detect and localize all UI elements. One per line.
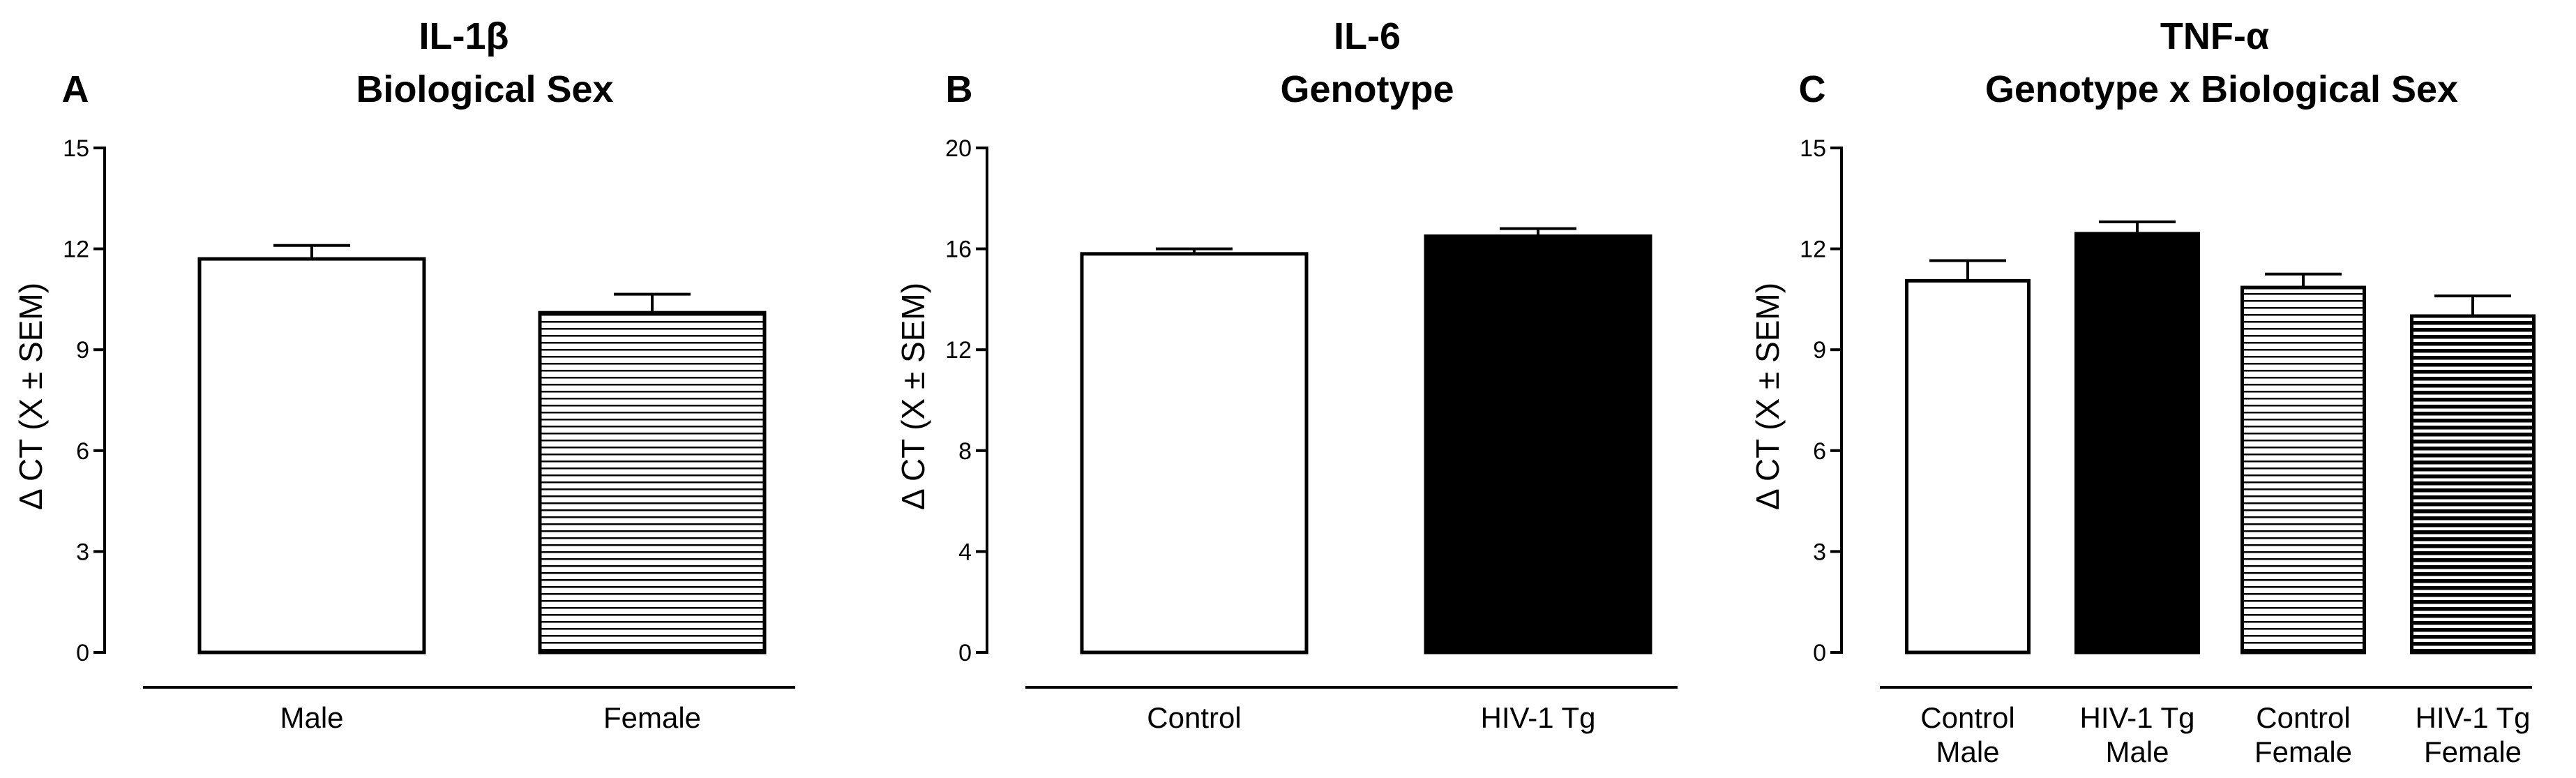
- panel-c: TNF-α Genotype x Biological Sex C Δ CT (…: [1749, 15, 2536, 768]
- y-tick-label: 0: [1813, 640, 1826, 666]
- panel-a: IL-1β Biological Sex A Δ CT (X ± SEM) 0 3…: [13, 15, 795, 734]
- y-tick-label: 15: [1800, 135, 1826, 162]
- panel-b-y-axis-label: Δ CT (X ± SEM): [895, 283, 931, 510]
- x-category-label: Control: [1147, 701, 1241, 734]
- bar: [1080, 252, 1309, 654]
- y-tick-label: 12: [63, 237, 89, 263]
- x-category-label: HIV-1 Tg: [1481, 701, 1596, 734]
- x-category-label: Male: [1936, 735, 1999, 768]
- panel-b-categories: Control HIV-1 Tg: [1147, 701, 1595, 734]
- panel-a-y-ticks: 0 3 6 9 12 15: [63, 135, 105, 666]
- panel-a-y-axis-label: Δ CT (X ± SEM): [13, 283, 49, 510]
- panel-c-bars: [1905, 220, 2536, 654]
- x-category-label: Female: [2254, 735, 2352, 768]
- panel-b-bars: [1080, 227, 1652, 654]
- bar: [2410, 314, 2536, 654]
- bar: [2074, 232, 2200, 654]
- bar: [2240, 285, 2366, 654]
- y-tick-label: 0: [958, 640, 972, 666]
- y-tick-label: 0: [76, 640, 89, 666]
- panel-b: IL-6 Genotype B Δ CT (X ± SEM) 0 4 8 12 16 20…: [895, 15, 1678, 734]
- panel-b-title-line-2: Genotype: [1280, 68, 1454, 110]
- panel-a-title-line-2: Biological Sex: [356, 68, 613, 110]
- y-tick-label: 20: [945, 135, 972, 162]
- panel-a-axes: [103, 147, 795, 689]
- panel-c-title-line-2: Genotype x Biological Sex: [1985, 68, 2458, 110]
- y-tick-label: 8: [958, 438, 972, 465]
- panel-c-title-line-1: TNF-α: [2160, 15, 2269, 57]
- y-tick-label: 9: [1813, 337, 1826, 364]
- y-tick-label: 3: [76, 539, 89, 565]
- x-category-label: Male: [2105, 735, 2169, 768]
- bar: [1424, 234, 1652, 654]
- x-category-label: Control: [2256, 701, 2350, 734]
- bar: [197, 257, 426, 654]
- x-category-label: HIV-1 Tg: [2416, 701, 2531, 734]
- x-category-label: Male: [280, 701, 343, 734]
- panel-c-y-axis-label: Δ CT (X ± SEM): [1749, 283, 1786, 510]
- y-tick-label: 6: [76, 438, 89, 465]
- x-category-label: HIV-1 Tg: [2080, 701, 2195, 734]
- panel-b-axes: [986, 147, 1678, 689]
- bar: [538, 311, 767, 654]
- y-tick-label: 4: [958, 539, 972, 565]
- bar: [1905, 278, 2031, 654]
- y-tick-label: 12: [1800, 237, 1826, 263]
- panel-a-categories: Male Female: [280, 701, 701, 734]
- panel-c-axes: [1840, 147, 2532, 689]
- y-tick-label: 16: [945, 237, 972, 263]
- panel-c-letter: C: [1799, 68, 1826, 110]
- y-tick-label: 3: [1813, 539, 1826, 565]
- y-tick-label: 9: [76, 337, 89, 364]
- panel-a-title-line-1: IL-1β: [419, 15, 509, 57]
- panel-a-bars: [197, 244, 767, 654]
- x-category-label: Female: [2424, 735, 2522, 768]
- y-tick-label: 15: [63, 135, 89, 162]
- panel-a-letter: A: [62, 68, 89, 110]
- x-category-label: Control: [1920, 701, 2014, 734]
- y-tick-label: 12: [945, 337, 972, 364]
- panel-b-title-line-1: IL-6: [1334, 15, 1401, 57]
- panel-b-y-ticks: 0 4 8 12 16 20: [945, 135, 987, 666]
- x-category-label: Female: [603, 701, 701, 734]
- y-tick-label: 6: [1813, 438, 1826, 465]
- panel-c-y-ticks: 0 3 6 9 12 15: [1800, 135, 1841, 666]
- panel-b-letter: B: [946, 68, 973, 110]
